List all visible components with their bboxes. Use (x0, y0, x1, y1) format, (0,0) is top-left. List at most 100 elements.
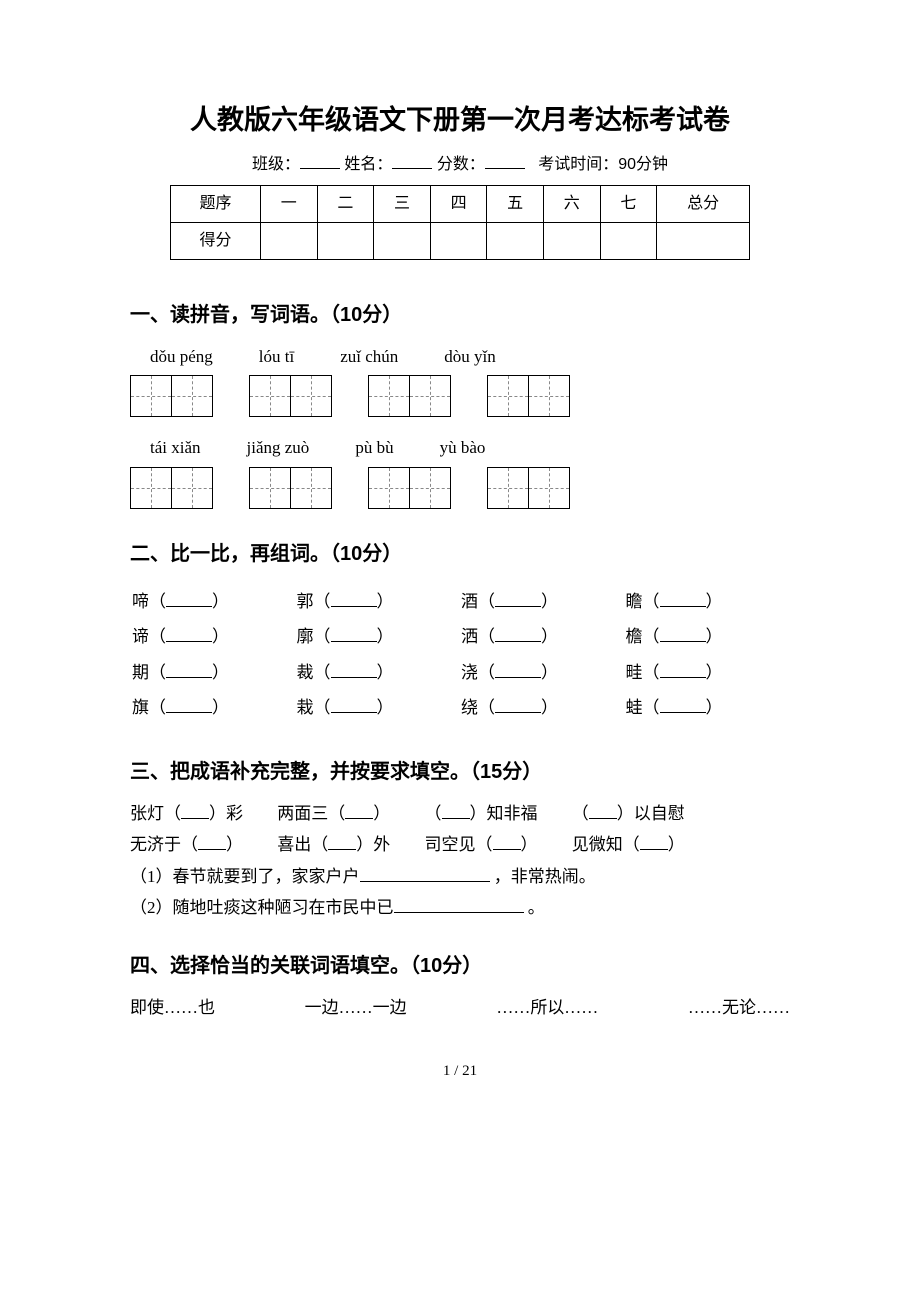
pinyin: zuǐ chún (340, 344, 398, 370)
answer-blank[interactable] (495, 712, 541, 713)
score-cell[interactable] (261, 222, 318, 259)
answer-blank[interactable] (345, 818, 373, 819)
char-cell: 檐（） (626, 620, 789, 654)
score-table: 题序 一 二 三 四 五 六 七 总分 得分 (170, 185, 750, 260)
table-row: 啼（） 郭（） 酒（） 瞻（） (132, 585, 788, 619)
answer-blank[interactable] (640, 849, 668, 850)
question-1: （1）春节就要到了，家家户户 ，非常热闹。 (130, 864, 790, 890)
answer-blank[interactable] (660, 606, 706, 607)
answer-blank[interactable] (394, 912, 524, 913)
answer-blank[interactable] (166, 712, 212, 713)
score-cell[interactable] (487, 222, 544, 259)
pinyin: jiǎng zuò (247, 435, 310, 461)
score-cell[interactable] (600, 222, 657, 259)
score-value-row: 得分 (171, 222, 750, 259)
pinyin: tái xiǎn (150, 435, 201, 461)
answer-blank[interactable] (495, 677, 541, 678)
char-box-group[interactable] (249, 467, 332, 509)
question-2: （2）随地吐痰这种陋习在市民中已 。 (130, 895, 790, 921)
answer-blank[interactable] (331, 712, 377, 713)
answer-blank[interactable] (328, 849, 356, 850)
col-7: 七 (600, 185, 657, 222)
char-cell: 期（） (132, 656, 295, 690)
time-label: 考试时间：90分钟 (538, 156, 668, 173)
answer-blank[interactable] (166, 641, 212, 642)
info-line: 班级： 姓名： 分数： 考试时间：90分钟 (130, 153, 790, 177)
answer-blank[interactable] (198, 849, 226, 850)
char-box-group[interactable] (368, 467, 451, 509)
answer-blank[interactable] (331, 606, 377, 607)
answer-blank[interactable] (660, 677, 706, 678)
option: 即使……也 (130, 995, 215, 1021)
col-1: 一 (261, 185, 318, 222)
char-cell: 酒（） (461, 585, 624, 619)
score-blank[interactable] (485, 153, 525, 169)
char-cell: 旗（） (132, 691, 295, 725)
pinyin: pù bù (355, 435, 393, 461)
char-box-row-2 (130, 467, 790, 509)
score-cell[interactable] (317, 222, 374, 259)
char-box-group[interactable] (368, 375, 451, 417)
answer-blank[interactable] (589, 818, 617, 819)
score-cell[interactable] (430, 222, 487, 259)
idiom-line-1: 张灯（）彩 两面三（） （）知非福 （）以自慰 (130, 801, 790, 827)
class-label: 班级： (252, 156, 300, 173)
answer-blank[interactable] (495, 606, 541, 607)
col-4: 四 (430, 185, 487, 222)
char-cell: 蛙（） (626, 691, 789, 725)
col-tixu: 题序 (171, 185, 261, 222)
pinyin: dòu yǐn (444, 344, 495, 370)
answer-blank[interactable] (360, 881, 490, 882)
table-row: 旗（） 栽（） 绕（） 蛙（） (132, 691, 788, 725)
answer-blank[interactable] (442, 818, 470, 819)
option: 一边……一边 (305, 995, 407, 1021)
answer-blank[interactable] (331, 677, 377, 678)
char-cell: 谛（） (132, 620, 295, 654)
pinyin-row-1: dǒu péng lóu tī zuǐ chún dòu yǐn (150, 344, 790, 370)
section2-heading: 二、比一比，再组词。（10分） (130, 539, 790, 569)
char-cell: 洒（） (461, 620, 624, 654)
name-label: 姓名： (344, 156, 392, 173)
section3-heading: 三、把成语补充完整，并按要求填空。（15分） (130, 757, 790, 787)
pinyin: lóu tī (259, 344, 294, 370)
char-cell: 郭（） (297, 585, 460, 619)
answer-blank[interactable] (660, 641, 706, 642)
name-blank[interactable] (392, 153, 432, 169)
option: ……所以…… (496, 995, 598, 1021)
option: ……无论…… (688, 995, 790, 1021)
section4-heading: 四、选择恰当的关联词语填空。（10分） (130, 951, 790, 981)
col-total: 总分 (657, 185, 750, 222)
char-box-group[interactable] (130, 467, 213, 509)
char-box-group[interactable] (487, 467, 570, 509)
section1-heading: 一、读拼音，写词语。（10分） (130, 300, 790, 330)
char-cell: 廓（） (297, 620, 460, 654)
answer-blank[interactable] (495, 641, 541, 642)
page-title: 人教版六年级语文下册第一次月考达标考试卷 (130, 100, 790, 141)
conjunction-options: 即使……也 一边……一边 ……所以…… ……无论…… (130, 995, 790, 1021)
char-box-group[interactable] (249, 375, 332, 417)
answer-blank[interactable] (181, 818, 209, 819)
score-header-row: 题序 一 二 三 四 五 六 七 总分 (171, 185, 750, 222)
table-row: 期（） 裁（） 浇（） 畦（） (132, 656, 788, 690)
char-cell: 畦（） (626, 656, 789, 690)
pinyin: dǒu péng (150, 344, 213, 370)
score-cell[interactable] (543, 222, 600, 259)
answer-blank[interactable] (166, 606, 212, 607)
answer-blank[interactable] (166, 677, 212, 678)
char-cell: 裁（） (297, 656, 460, 690)
answer-blank[interactable] (660, 712, 706, 713)
score-cell[interactable] (657, 222, 750, 259)
char-cell: 绕（） (461, 691, 624, 725)
row-defen: 得分 (171, 222, 261, 259)
class-blank[interactable] (300, 153, 340, 169)
score-cell[interactable] (374, 222, 431, 259)
idiom-line-2: 无济于（） 喜出（）外 司空见（） 见微知（） (130, 832, 790, 858)
score-label: 分数： (437, 156, 485, 173)
char-box-row-1 (130, 375, 790, 417)
answer-blank[interactable] (493, 849, 521, 850)
char-box-group[interactable] (130, 375, 213, 417)
char-cell: 浇（） (461, 656, 624, 690)
char-cell: 啼（） (132, 585, 295, 619)
char-box-group[interactable] (487, 375, 570, 417)
answer-blank[interactable] (331, 641, 377, 642)
